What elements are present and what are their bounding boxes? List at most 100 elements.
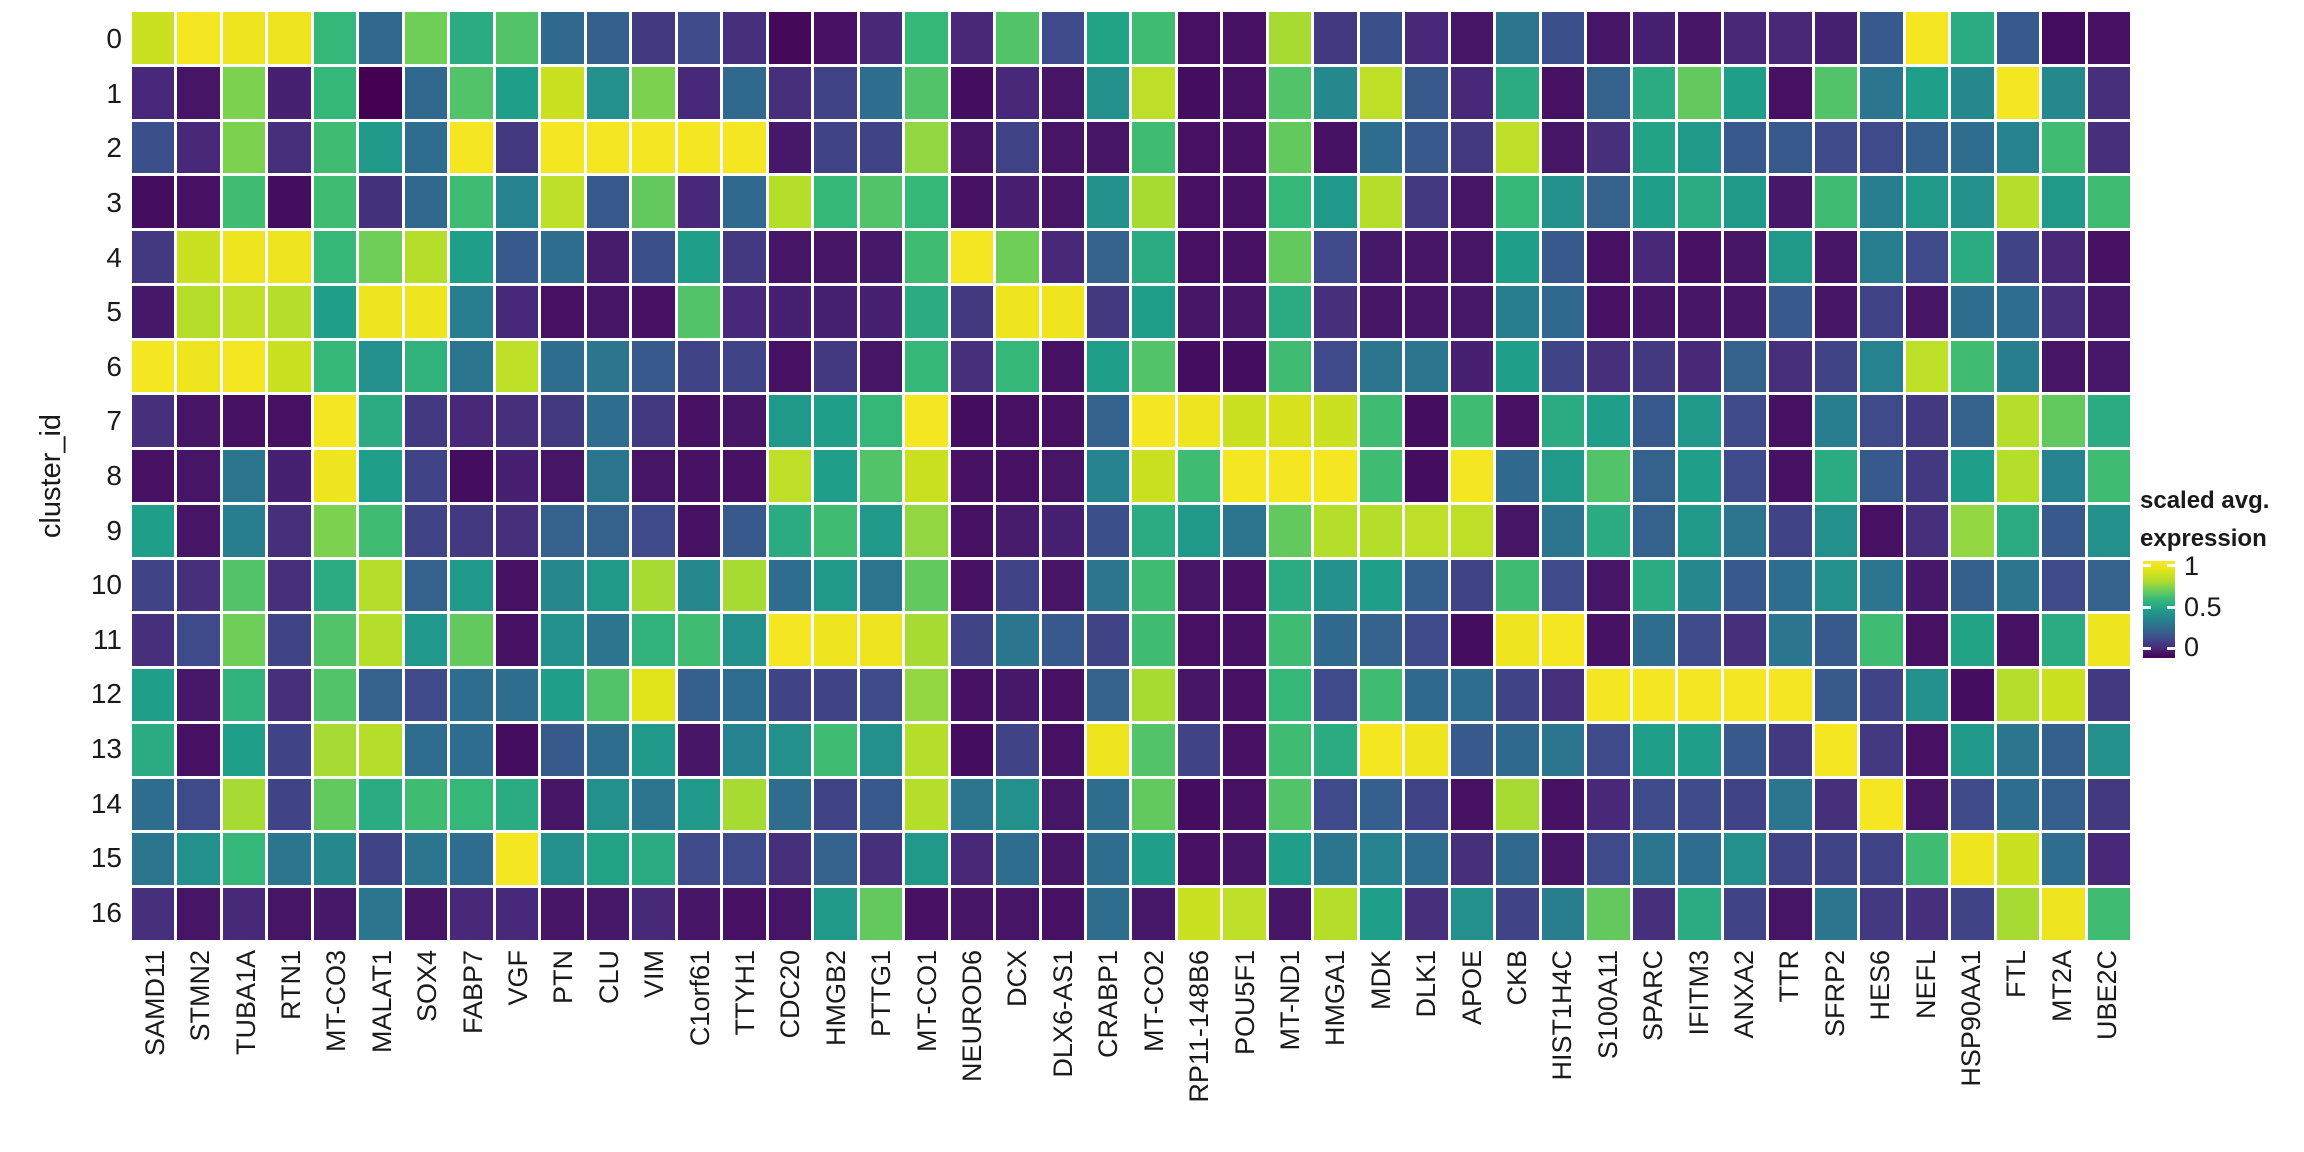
- heatmap-cell: [677, 833, 721, 886]
- heatmap-cell: [1632, 231, 1676, 283]
- heatmap-cell: [1905, 669, 1949, 721]
- heatmap-cell: [1132, 450, 1175, 502]
- x-tick-label: ANXA2: [1729, 950, 1760, 1039]
- heatmap-cell: [1268, 559, 1312, 612]
- heatmap-cell: [1041, 121, 1085, 174]
- x-tick-label: HES6: [1865, 950, 1896, 1021]
- heatmap-cell: [2087, 12, 2130, 64]
- heatmap-cell: [1041, 669, 1085, 721]
- heatmap-cell: [404, 833, 448, 886]
- heatmap-cell: [905, 285, 948, 338]
- heatmap-cell: [1723, 231, 1767, 283]
- heatmap-cell: [723, 778, 766, 831]
- heatmap-cell: [1769, 12, 1812, 64]
- heatmap-cell: [950, 395, 994, 448]
- heatmap-cell: [1587, 340, 1630, 393]
- heatmap-cell: [1496, 176, 1539, 229]
- heatmap-cell: [1041, 504, 1085, 557]
- heatmap-cell: [950, 231, 994, 283]
- heatmap-cell: [1087, 395, 1130, 448]
- heatmap-cell: [1314, 66, 1357, 119]
- heatmap-cell: [1905, 723, 1949, 776]
- heatmap-cell: [268, 833, 311, 886]
- heatmap-cell: [677, 614, 721, 667]
- heatmap-cell: [1860, 888, 1903, 940]
- heatmap-cell: [996, 504, 1039, 557]
- x-tick-label: VGF: [502, 950, 533, 1006]
- heatmap-cell: [1359, 395, 1403, 448]
- heatmap-cell: [1041, 231, 1085, 283]
- heatmap-cell: [950, 888, 994, 940]
- heatmap-cell: [1177, 504, 1221, 557]
- heatmap-cell: [495, 395, 539, 448]
- heatmap-cell: [1087, 231, 1130, 283]
- heatmap-cell: [768, 340, 812, 393]
- heatmap-cell: [1405, 231, 1448, 283]
- heatmap-cell: [404, 778, 448, 831]
- heatmap-cell: [1632, 12, 1676, 64]
- heatmap-cell: [2087, 888, 2130, 940]
- heatmap-cell: [450, 340, 493, 393]
- heatmap-cell: [132, 12, 175, 64]
- heatmap-cell: [1041, 778, 1085, 831]
- heatmap-cell: [1996, 450, 2040, 502]
- x-tick-label: SOX4: [412, 950, 443, 1023]
- heatmap-cell: [723, 888, 766, 940]
- heatmap-cell: [632, 66, 675, 119]
- heatmap-cell: [1951, 231, 1994, 283]
- heatmap-cell: [768, 669, 812, 721]
- heatmap-cell: [404, 450, 448, 502]
- heatmap-cell: [1314, 833, 1357, 886]
- heatmap-cell: [1951, 669, 1994, 721]
- heatmap-cell: [359, 285, 402, 338]
- heatmap-cell: [1814, 340, 1858, 393]
- heatmap-cell: [996, 888, 1039, 940]
- heatmap-cell: [1450, 450, 1494, 502]
- x-tick-label: IFITM3: [1683, 950, 1714, 1036]
- heatmap-cell: [222, 340, 266, 393]
- heatmap-cell: [313, 833, 357, 886]
- heatmap-cell: [1723, 450, 1767, 502]
- heatmap-cell: [632, 285, 675, 338]
- heatmap-cell: [450, 723, 493, 776]
- heatmap-cell: [313, 614, 357, 667]
- heatmap-cell: [313, 66, 357, 119]
- heatmap-cell: [2087, 285, 2130, 338]
- heatmap-cell: [768, 12, 812, 64]
- heatmap-cell: [1769, 614, 1812, 667]
- heatmap-cell: [1587, 833, 1630, 886]
- heatmap-cell: [1405, 504, 1448, 557]
- heatmap-cell: [541, 723, 584, 776]
- heatmap-cell: [1268, 66, 1312, 119]
- heatmap-cell: [313, 176, 357, 229]
- x-tick-label: DLK1: [1411, 950, 1442, 1018]
- heatmap-cell: [1541, 231, 1585, 283]
- heatmap-cell: [1678, 231, 1721, 283]
- x-tick-label: CDC20: [775, 950, 806, 1039]
- heatmap-cell: [541, 285, 584, 338]
- heatmap-cell: [1632, 504, 1676, 557]
- y-tick-label: 8: [106, 460, 122, 491]
- heatmap-cell: [268, 395, 311, 448]
- heatmap-cell: [2087, 559, 2130, 612]
- heatmap-cell: [495, 669, 539, 721]
- heatmap-cell: [1087, 285, 1130, 338]
- heatmap-cell: [1678, 340, 1721, 393]
- heatmap-cell: [996, 723, 1039, 776]
- heatmap-cell: [1405, 121, 1448, 174]
- heatmap-cell: [222, 395, 266, 448]
- heatmap-cell: [1268, 614, 1312, 667]
- heatmap-cell: [1814, 504, 1858, 557]
- heatmap-cell: [541, 833, 584, 886]
- x-tick-label: DLX6-AS1: [1047, 950, 1078, 1078]
- heatmap-cell: [313, 285, 357, 338]
- heatmap-cell: [1041, 614, 1085, 667]
- heatmap-cell: [1314, 888, 1357, 940]
- heatmap-cell: [1314, 450, 1357, 502]
- x-tick-label: HMGB2: [820, 950, 851, 1047]
- heatmap-cell: [1405, 66, 1448, 119]
- heatmap-cell: [859, 778, 903, 831]
- heatmap-cell: [132, 340, 175, 393]
- heatmap-cell: [359, 340, 402, 393]
- x-tick-label: APOE: [1456, 950, 1487, 1026]
